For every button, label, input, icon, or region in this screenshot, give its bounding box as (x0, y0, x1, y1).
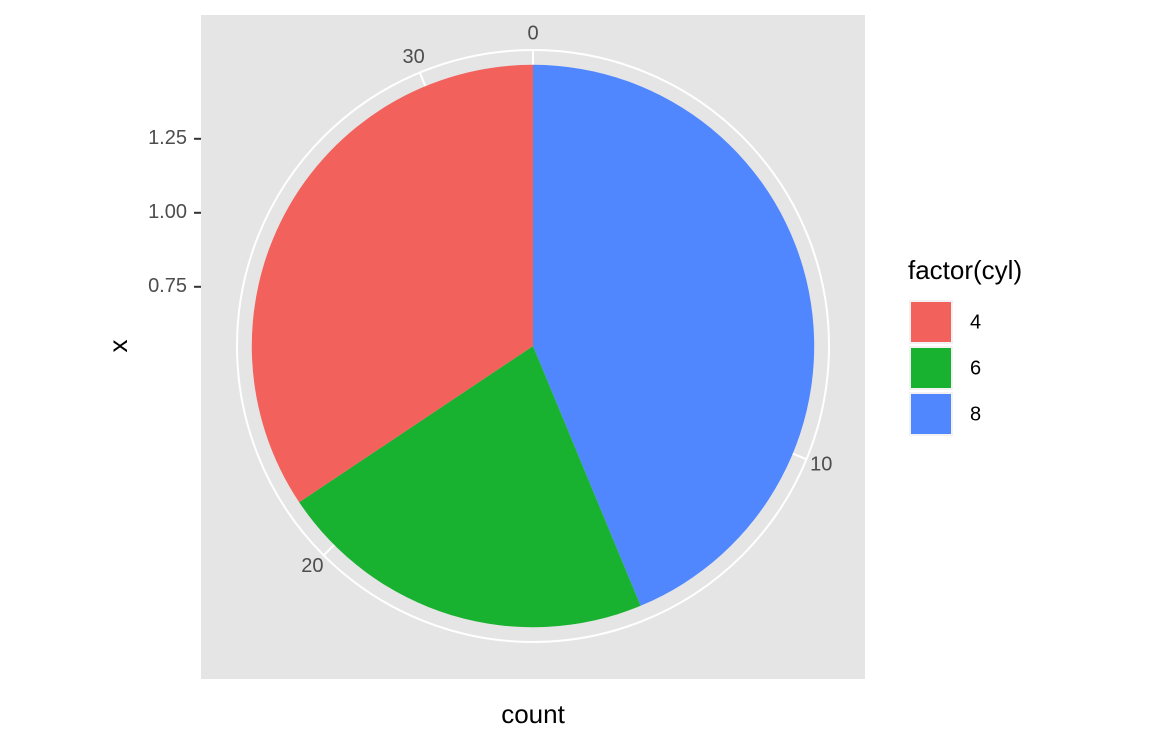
pie-slice (533, 64, 815, 606)
theta-tick-label: 0 (527, 22, 538, 44)
legend-label: 8 (970, 403, 981, 425)
legend-title: factor(cyl) (908, 255, 1022, 285)
legend-swatch (911, 302, 951, 342)
legend-label: 4 (970, 311, 981, 333)
y-tick-label: 0.75 (148, 275, 187, 297)
legend-swatch (911, 348, 951, 388)
y-axis-title: x (103, 340, 133, 353)
theta-tick-label: 10 (810, 454, 832, 476)
y-tick-label: 1.25 (148, 127, 187, 149)
theta-tick-label: 30 (402, 46, 424, 68)
legend-label: 6 (970, 357, 981, 379)
pie-slice (299, 346, 641, 628)
theta-tick-label: 20 (301, 555, 323, 577)
y-tick-label: 1.00 (148, 201, 187, 223)
pie-slice (251, 64, 533, 503)
legend-swatch (911, 394, 951, 434)
x-axis-title: count (501, 699, 565, 729)
